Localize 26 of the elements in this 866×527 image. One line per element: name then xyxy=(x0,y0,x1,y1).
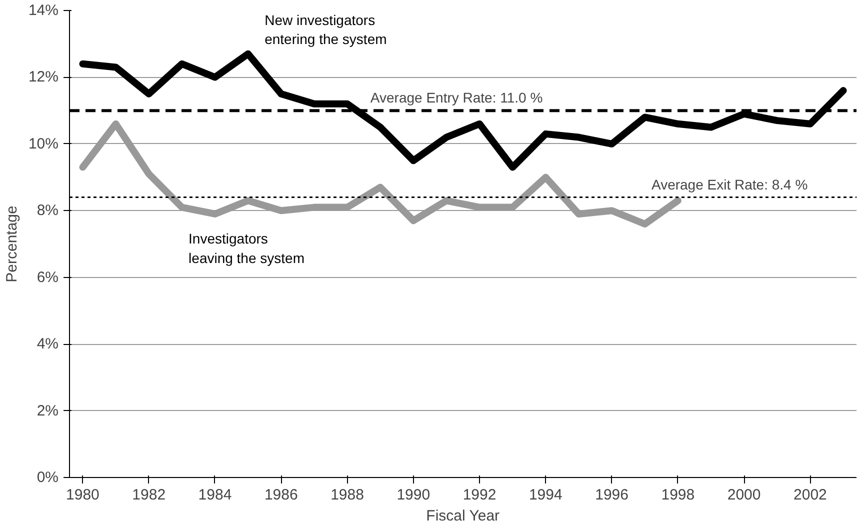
ref-line-label: Average Exit Rate: 8.4 % xyxy=(651,176,808,192)
x-tick-label: 1992 xyxy=(462,486,496,504)
x-tick-label: 1984 xyxy=(198,486,232,504)
x-tick-label: 2000 xyxy=(727,486,761,504)
x-tick-label: 2002 xyxy=(794,486,827,504)
x-tick-label: 1990 xyxy=(396,486,430,504)
y-tick-label: 10% xyxy=(28,135,59,152)
y-tick-label: 4% xyxy=(36,336,59,353)
series-label: New investigators entering the system xyxy=(264,12,387,48)
y-tick-label: 2% xyxy=(36,402,59,420)
y-tick-label: 14% xyxy=(28,2,59,19)
y-tick-label: 0% xyxy=(36,469,59,486)
y-axis-title: Percentage xyxy=(3,206,20,282)
x-axis-title: Fiscal Year xyxy=(426,508,500,524)
x-tick-label: 1988 xyxy=(330,486,364,504)
y-tick-label: 8% xyxy=(36,202,59,220)
x-tick-label: 1994 xyxy=(528,486,562,504)
x-tick-label: 1996 xyxy=(595,486,628,504)
series-label: Investigators leaving the system xyxy=(188,230,304,266)
y-tick-label: 12% xyxy=(28,68,59,86)
ref-line-label: Average Entry Rate: 11.0 % xyxy=(370,90,543,106)
x-tick-label: 1986 xyxy=(264,486,298,504)
y-tick-label: 6% xyxy=(36,268,59,286)
x-tick-label: 1998 xyxy=(661,486,695,504)
x-tick-label: 1982 xyxy=(132,486,166,504)
x-tick-label: 1980 xyxy=(66,486,100,504)
